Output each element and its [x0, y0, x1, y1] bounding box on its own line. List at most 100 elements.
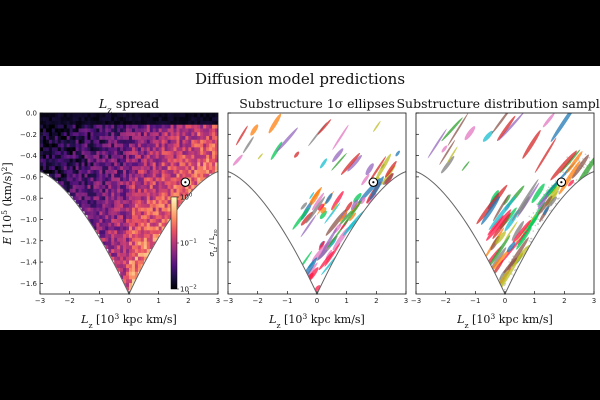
heatmap-cell: [194, 150, 198, 155]
heatmap-cell: [176, 195, 180, 201]
heatmap-cell: [161, 120, 165, 125]
heatmap-cell: [140, 252, 145, 257]
heatmap-cell: [203, 158, 207, 163]
heatmap-cell: [137, 154, 142, 159]
heatmap-cell: [126, 252, 130, 257]
substructure-ellipse: [332, 124, 349, 151]
panel-title: Substructure distribution samples: [396, 96, 600, 111]
y-tick-label: −0.6: [20, 173, 38, 181]
heatmap-cell: [129, 169, 133, 174]
heatmap-cell: [42, 150, 47, 155]
heatmap-cell: [81, 143, 85, 148]
heatmap-cell: [134, 180, 139, 186]
heatmap-cell: [215, 143, 218, 148]
substructure-ellipse: [488, 195, 517, 231]
heatmap-cell: [99, 173, 103, 178]
heatmap-cell: [90, 143, 94, 148]
heatmap-cell: [81, 131, 85, 137]
heatmap-cell: [81, 184, 85, 189]
heatmap-cell: [120, 173, 124, 178]
heatmap-cell: [99, 165, 103, 170]
heatmap-cell: [170, 165, 174, 170]
substructure-ellipse: [324, 202, 341, 224]
substructure-ellipse: [300, 214, 317, 238]
heatmap-cell: [102, 226, 106, 231]
heatmap-cell: [146, 135, 151, 140]
heatmap-cell: [69, 192, 74, 197]
heatmap-cell: [42, 124, 47, 129]
heatmap-cell: [54, 146, 59, 152]
heatmap-cell: [51, 165, 56, 170]
heatmap-cell: [137, 113, 142, 118]
heatmap-cell: [131, 128, 136, 133]
heatmap-cell: [114, 195, 118, 201]
y-tick-label: 0.0: [26, 110, 37, 118]
heatmap-cell: [117, 184, 121, 189]
heatmap-cell: [155, 177, 160, 182]
colorbar-label-part: /: [208, 240, 216, 247]
heatmap-cell: [134, 226, 139, 231]
heatmap-cell: [57, 135, 62, 140]
heatmap-cell: [123, 256, 127, 261]
heatmap-cell: [155, 131, 160, 137]
envelope-curve: [227, 171, 407, 296]
heatmap-cell: [69, 165, 74, 170]
heatmap-cell: [87, 146, 91, 152]
heatmap-cell: [108, 199, 112, 204]
heatmap-cell: [81, 139, 85, 144]
heatmap-cell: [105, 131, 109, 137]
heatmap-cell: [40, 150, 44, 155]
heatmap-cell: [152, 199, 157, 204]
heatmap-cell: [143, 226, 148, 231]
substructure-ellipse: [317, 119, 332, 135]
heatmap-cell: [155, 222, 160, 227]
heatmap-cell: [143, 177, 148, 182]
heatmap-cell: [90, 180, 94, 186]
heatmap-cell: [185, 120, 189, 125]
heatmap-cell: [161, 218, 165, 223]
substructure-ellipse: [446, 146, 458, 164]
heatmap-cell: [155, 143, 160, 148]
heatmap-cell: [72, 139, 76, 144]
heatmap-cell: [99, 218, 103, 223]
heatmap-cell: [120, 169, 124, 174]
heatmap-cell: [131, 203, 136, 208]
heatmap-cell: [137, 165, 142, 170]
heatmap-cell: [48, 150, 53, 155]
heatmap-cell: [114, 222, 118, 227]
heatmap-cell: [129, 282, 133, 287]
heatmap-cell: [69, 131, 74, 137]
heatmap-cell: [120, 124, 124, 129]
heatmap-cell: [146, 128, 151, 133]
heatmap-cell: [40, 165, 44, 170]
heatmap-cell: [57, 131, 62, 137]
heatmap-cell: [60, 177, 65, 182]
heatmap-cell: [105, 173, 109, 178]
heatmap-cell: [40, 128, 44, 133]
heatmap-cell: [152, 143, 157, 148]
heatmap-cell: [164, 120, 168, 125]
heatmap-cell: [215, 139, 218, 144]
heatmap-cell: [140, 248, 145, 253]
heatmap-cell: [179, 135, 183, 140]
heatmap-cell: [60, 146, 65, 152]
heatmap-cell: [203, 116, 207, 121]
heatmap-cell: [206, 162, 210, 167]
heatmap-cell: [212, 150, 216, 155]
heatmap-cell: [66, 116, 71, 121]
heatmap-cell: [158, 203, 163, 208]
heatmap-cell: [114, 199, 118, 204]
heatmap-cell: [78, 184, 82, 189]
heatmap-cell: [126, 211, 130, 216]
heatmap-cell: [72, 116, 76, 121]
heatmap-cell: [126, 282, 130, 287]
heatmap-cell: [170, 162, 174, 167]
heatmap-cell: [54, 158, 59, 163]
heatmap-cell: [203, 162, 207, 167]
heatmap-cell: [114, 263, 118, 269]
heatmap-cell: [158, 128, 163, 133]
heatmap-cell: [206, 173, 210, 178]
substructure-ellipse: [353, 193, 362, 203]
heatmap-cell: [182, 146, 186, 152]
